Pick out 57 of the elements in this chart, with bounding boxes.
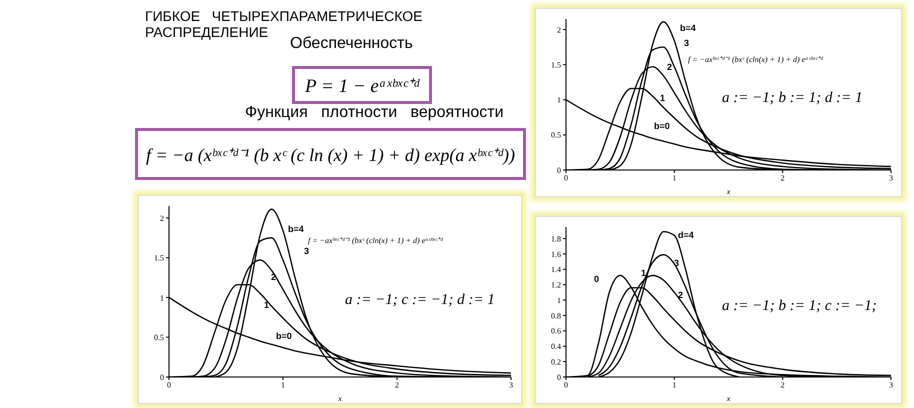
annotation: 3 (304, 246, 310, 256)
annotation: 2 (667, 62, 672, 72)
x-tick-label: 1 (672, 380, 676, 390)
annotation: a := −1; b := 1; d := 1 (722, 90, 862, 107)
x-tick-label: 0 (564, 174, 568, 183)
y-tick-label: 0 (557, 166, 561, 175)
y-tick-label: 1.4 (551, 265, 561, 274)
x-tick-label: 2 (780, 380, 785, 390)
annotation: d=4 (678, 230, 694, 240)
text: f = −a (xᵇˣᶜ⁺ᵈ⁻¹ (b xᶜ (c ln (x) + 1) + d) exp(a xᵇˣᶜ⁺ᵈ)) (135, 128, 526, 180)
y-tick-label: 0 (160, 372, 164, 382)
y-tick-label: 1.5 (551, 60, 561, 70)
x-tick-label: 3 (889, 380, 893, 390)
x-tick-label: 1 (281, 380, 285, 390)
y-tick-label: 0.5 (154, 333, 164, 342)
y-tick-label: 1.6 (551, 250, 561, 259)
x-tick-label: 0 (564, 380, 568, 390)
y-tick-label: 1 (557, 96, 561, 105)
annotation: b=4 (288, 224, 304, 234)
x-tick-label: 0 (167, 380, 171, 390)
annotation: b=0 (654, 121, 670, 131)
y-tick-label: 1.5 (154, 254, 164, 263)
text: Обеспеченность (290, 35, 413, 53)
x-tick-label: 2 (395, 380, 399, 390)
x-axis-title: x (337, 394, 342, 403)
y-tick-label: 0.4 (551, 342, 561, 352)
annotation: f = −axᵇˣᶜ⁺ᵈ⁻¹ (bxᶜ (cln(x) + 1) + d) eᵃˣᵇˣᶜ⁺ᵈ (688, 54, 823, 64)
annotation: 1 (264, 300, 270, 310)
annotation: 1 (641, 268, 646, 278)
y-tick-label: 0.6 (551, 326, 561, 336)
annotation: f = −axᵇˣᶜ⁺ᵈ⁻¹ (bxᶜ (cln(x) + 1) + d) eᵃˣᵇˣᶜ⁺ᵈ (308, 235, 443, 245)
y-tick-label: 1 (160, 293, 164, 302)
annotation: 1 (660, 93, 666, 103)
x-tick-label: 2 (780, 174, 785, 183)
y-tick-label: 1 (557, 296, 561, 305)
y-tick-label: 2 (160, 214, 164, 223)
y-tick-label: 2 (557, 25, 561, 34)
x-tick-label: 1 (672, 174, 676, 183)
x-tick-label: 3 (889, 174, 893, 183)
annotation: 0 (594, 274, 600, 284)
annotation: 2 (678, 290, 684, 300)
x-tick-label: 3 (509, 380, 513, 390)
x-axis-title: x (726, 187, 731, 196)
y-tick-label: 0.8 (551, 311, 561, 320)
x-axis-title: x (726, 394, 731, 403)
y-tick-label: 0.2 (551, 357, 561, 366)
annotation: a := −1; c := −1; d := 1 (345, 292, 495, 309)
y-tick-label: 1.2 (551, 280, 561, 290)
y-tick-label: 0.5 (551, 130, 561, 140)
annotation: a := −1; b := 1; c := −1; (722, 298, 877, 315)
text: Функция плотности вероятности (245, 104, 504, 122)
annotation: 3 (684, 38, 690, 48)
annotation: b=4 (680, 23, 696, 33)
y-tick-label: 0 (557, 372, 561, 382)
annotation: b=0 (276, 331, 292, 341)
y-tick-label: 1.8 (551, 234, 561, 244)
text: P = 1 − eᵃˣᵇˣᶜ⁺ᵈ (292, 66, 432, 104)
